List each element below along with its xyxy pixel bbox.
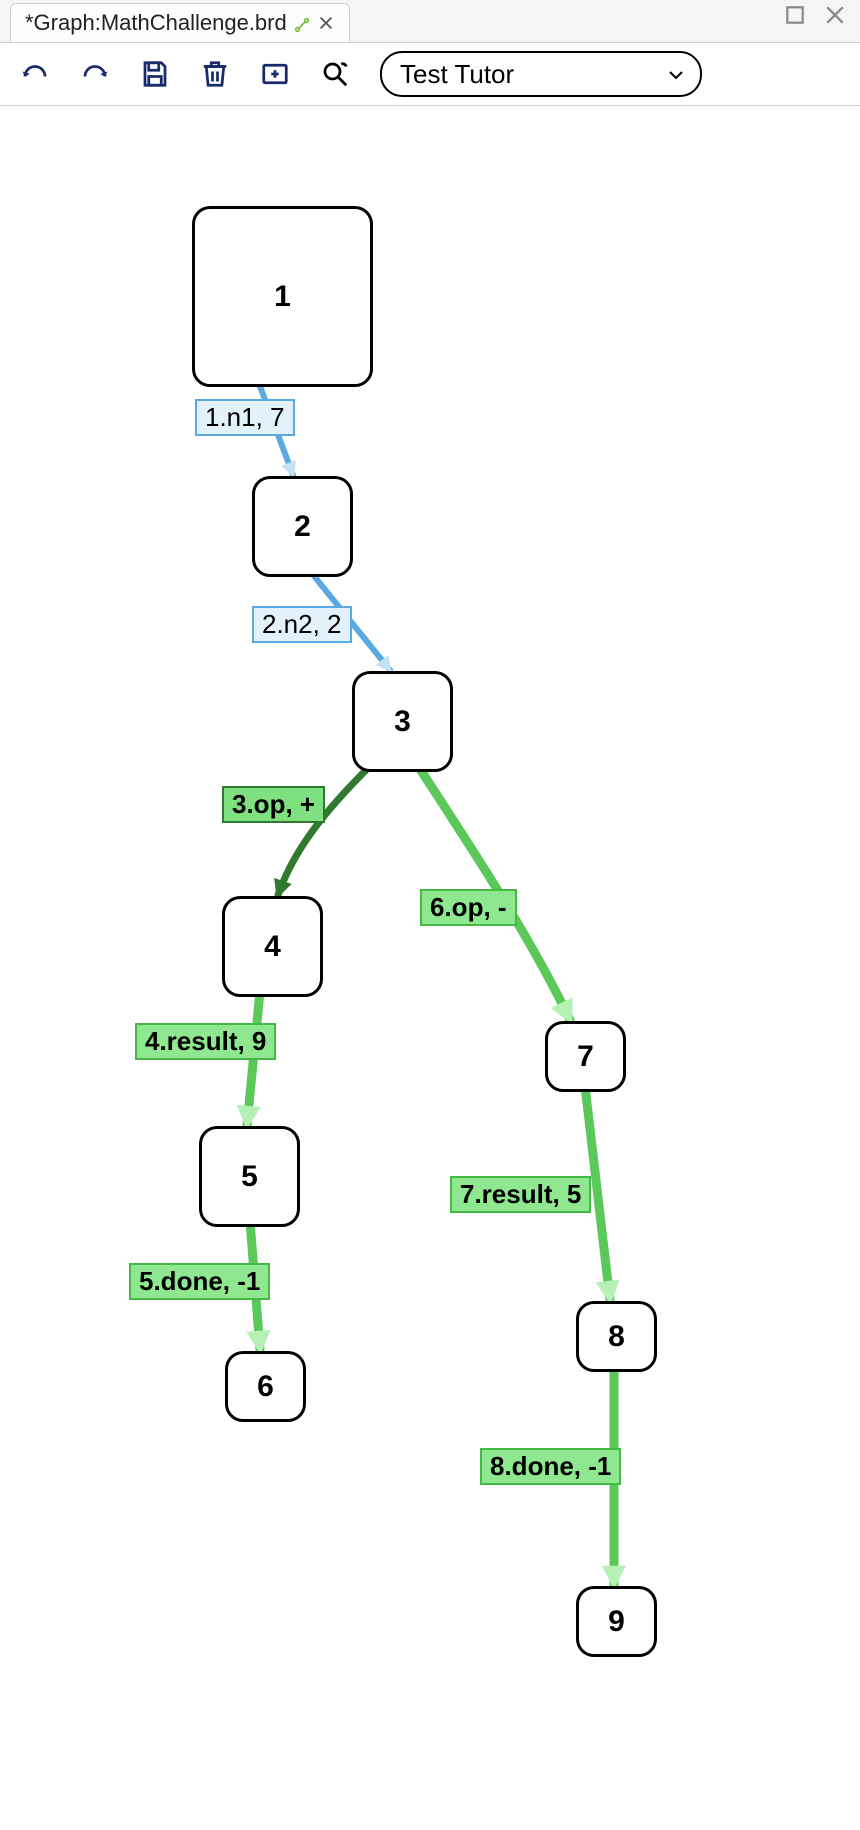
edge-label[interactable]: 4.result, 9	[135, 1023, 276, 1060]
edge-label[interactable]: 8.done, -1	[480, 1448, 621, 1485]
window-controls	[784, 4, 846, 26]
window-close-icon[interactable]	[824, 4, 846, 26]
search-icon[interactable]	[320, 59, 350, 89]
graph-node[interactable]: 3	[352, 671, 453, 772]
edge-label[interactable]: 7.result, 5	[450, 1176, 591, 1213]
add-icon[interactable]	[260, 59, 290, 89]
edge-label[interactable]: 2.n2, 2	[252, 606, 352, 643]
close-icon[interactable]	[317, 14, 335, 32]
mode-select-value: Test Tutor	[400, 59, 514, 90]
file-tab[interactable]: *Graph:MathChallenge.brd	[10, 3, 350, 42]
edge-label[interactable]: 3.op, +	[222, 786, 325, 823]
graph-node[interactable]: 6	[225, 1351, 306, 1422]
graph-node[interactable]: 8	[576, 1301, 657, 1372]
connection-icon	[293, 14, 311, 32]
graph-edges	[0, 106, 860, 1826]
graph-node[interactable]: 2	[252, 476, 353, 577]
graph-node[interactable]: 9	[576, 1586, 657, 1657]
redo-icon[interactable]	[80, 59, 110, 89]
maximize-icon[interactable]	[784, 4, 806, 26]
edge-label[interactable]: 6.op, -	[420, 889, 517, 926]
mode-select[interactable]: Test Tutor	[380, 51, 702, 97]
save-icon[interactable]	[140, 59, 170, 89]
chevron-down-icon	[666, 65, 686, 85]
graph-node[interactable]: 7	[545, 1021, 626, 1092]
edge-label[interactable]: 5.done, -1	[129, 1263, 270, 1300]
graph-node[interactable]: 4	[222, 896, 323, 997]
undo-icon[interactable]	[20, 59, 50, 89]
graph-canvas[interactable]: 1.n1, 7 2.n2, 2 3.op, + 4.result, 9 5.done, …	[0, 106, 860, 1826]
trash-icon[interactable]	[200, 59, 230, 89]
tab-bar: *Graph:MathChallenge.brd	[0, 0, 860, 43]
toolbar: Test Tutor	[0, 43, 860, 106]
graph-node[interactable]: 5	[199, 1126, 300, 1227]
graph-node[interactable]: 1	[192, 206, 373, 387]
tab-title: *Graph:MathChallenge.brd	[25, 10, 287, 36]
edge-label[interactable]: 1.n1, 7	[195, 399, 295, 436]
